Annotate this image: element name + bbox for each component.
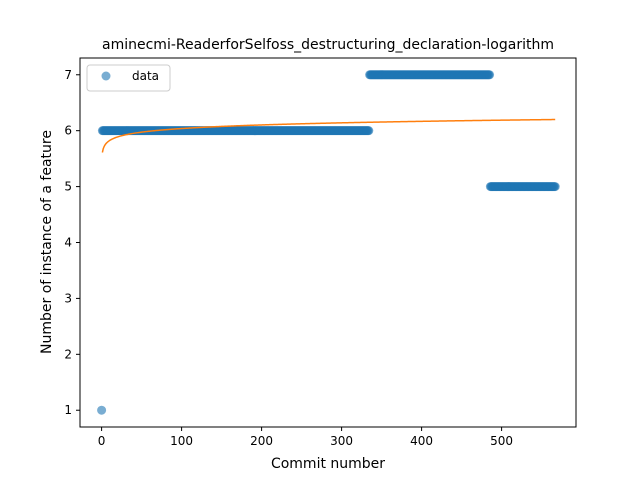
y-tick-label: 1 — [64, 403, 72, 417]
data-point — [550, 182, 560, 192]
y-tick-label: 7 — [64, 68, 72, 82]
plot-frame — [79, 57, 577, 428]
legend-marker — [101, 71, 111, 81]
x-tick-label: 100 — [170, 434, 193, 448]
y-axis-label: Number of instance of a feature — [39, 130, 55, 354]
chart-title: aminecmi-ReaderforSelfoss_destructuring_… — [102, 37, 554, 53]
y-tick-label: 2 — [64, 347, 72, 361]
y-tick-label: 4 — [64, 236, 72, 250]
y-tick-label: 3 — [64, 291, 72, 305]
x-tick-label: 0 — [98, 434, 106, 448]
data-point — [485, 70, 495, 80]
x-tick-label: 500 — [490, 434, 513, 448]
fit-line — [101, 118, 556, 153]
plot-area — [97, 70, 560, 415]
data-point — [364, 126, 374, 136]
x-tick-label: 300 — [330, 434, 353, 448]
x-tick-label: 200 — [250, 434, 273, 448]
y-tick-label: 5 — [64, 180, 72, 194]
data-point — [97, 405, 107, 415]
y-axis: 1 2 3 4 5 6 7 — [64, 68, 80, 417]
y-tick-label: 6 — [64, 124, 72, 138]
legend-box — [86, 64, 171, 92]
x-axis-label: Commit number — [271, 456, 385, 472]
legend-label: data — [132, 69, 159, 83]
x-axis: 0 100 200 300 400 500 — [98, 427, 513, 448]
legend: data — [86, 64, 171, 92]
x-tick-label: 400 — [410, 434, 433, 448]
